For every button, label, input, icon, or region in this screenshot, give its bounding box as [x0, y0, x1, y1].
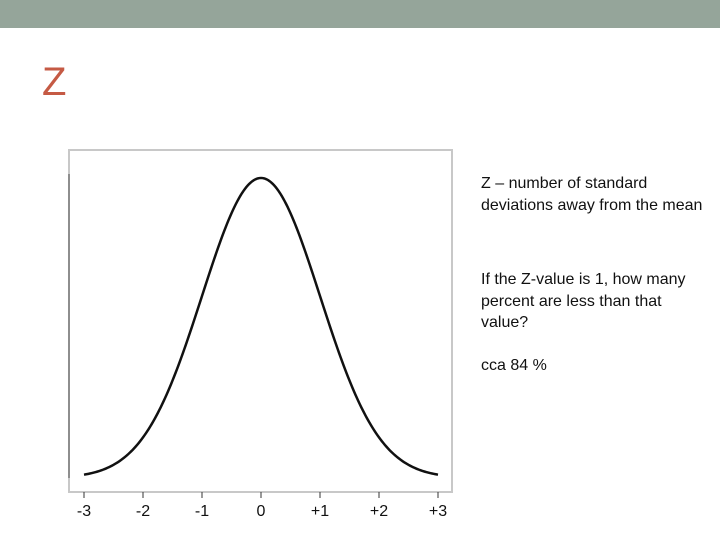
x-tick-label: -3 — [77, 503, 91, 520]
slide-title: Z — [42, 60, 67, 104]
chart-frame — [68, 149, 453, 493]
definition-text: Z – number of standard deviations away f… — [481, 175, 703, 214]
x-tick-label: +1 — [311, 503, 329, 520]
question-text: If the Z-value is 1, how many percent ar… — [481, 271, 686, 331]
x-tick-label: -2 — [136, 503, 150, 520]
x-tick-label: 0 — [257, 503, 266, 520]
x-tick-label: -1 — [195, 503, 209, 520]
answer-text: cca 84 % — [481, 357, 547, 374]
x-axis: -3 -2 -1 0 +1 +2 +3 — [77, 492, 447, 520]
x-tick-label: +2 — [370, 503, 388, 520]
header-bar — [0, 0, 720, 28]
density-curve — [83, 176, 439, 476]
x-tick-label: +3 — [429, 503, 447, 520]
